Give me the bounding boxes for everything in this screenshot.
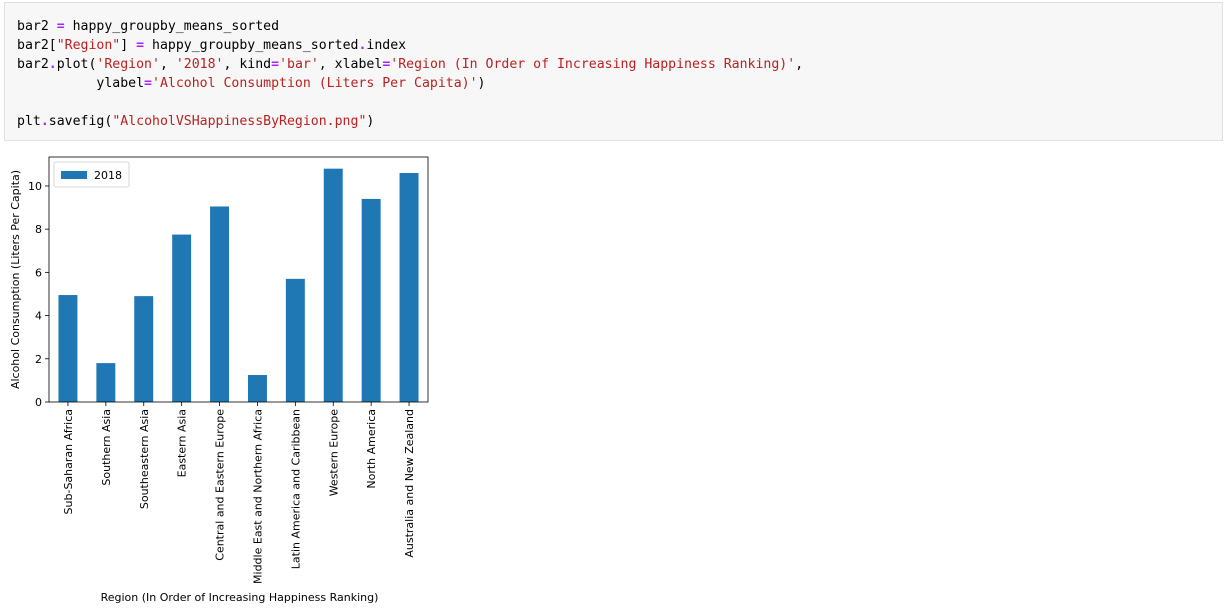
code-token: bar2	[17, 57, 49, 72]
y-tick-label: 0	[35, 396, 42, 409]
legend-label: 2018	[94, 169, 122, 182]
code-token: 'bar'	[279, 57, 319, 72]
code-token: .	[358, 38, 367, 53]
code-token: happy_groupby_means_sorted	[64, 19, 280, 34]
plot-frame	[48, 156, 429, 403]
x-tick-label: North America	[365, 409, 378, 489]
x-tick-label: Latin America and Caribbean	[289, 409, 302, 569]
code-line-1: bar2 = happy_groupby_means_sorted	[17, 17, 279, 36]
code-token: ]	[120, 38, 137, 53]
bar-5	[247, 374, 267, 402]
bar-6	[285, 278, 305, 402]
bar-8	[361, 198, 381, 402]
code-token: 'Alcohol Consumption (Liters Per Capita)…	[152, 76, 478, 91]
y-tick-label: 4	[35, 310, 42, 323]
code-token: =	[271, 57, 280, 72]
bar-7	[323, 168, 343, 402]
x-tick-label: Middle East and Northern Africa	[251, 409, 264, 584]
bar-chart: 0 2 4 6 8 10 Sub-Saharan Africa Southern Asia So…	[9, 156, 429, 604]
code-token: , xlabel	[318, 57, 383, 72]
code-token: =	[144, 76, 152, 91]
x-tick-label: Australia and New Zealand	[403, 409, 416, 558]
bar-4	[210, 206, 230, 402]
code-line-4: ylabel='Alcohol Consumption (Liters Per …	[17, 74, 485, 93]
code-token: =	[56, 19, 65, 34]
y-tick-label: 6	[35, 266, 42, 279]
code-token: plt	[17, 114, 41, 129]
y-tick-label: 2	[35, 353, 42, 366]
cell-output: 0 2 4 6 8 10 Sub-Saharan Africa Southern Asia So…	[0, 148, 440, 608]
code-token: , kind	[223, 57, 272, 72]
bar-1	[96, 363, 116, 402]
code-token: ,	[159, 57, 176, 72]
x-tick-label: Central and Eastern Europe	[214, 409, 227, 561]
y-axis-label: Alcohol Consumption (Liters Per Capita)	[9, 170, 22, 389]
y-tick-label: 8	[35, 223, 42, 236]
code-token: )	[477, 76, 486, 91]
code-token: .	[48, 57, 57, 72]
code-token: bar2[	[17, 38, 57, 53]
legend-box	[53, 161, 130, 188]
code-token: )	[366, 114, 375, 129]
code-token: =	[382, 57, 391, 72]
bar-2	[134, 296, 154, 402]
code-token: "AlcoholVSHappinessByRegion.png"	[112, 114, 367, 129]
code-token: 'Region (In Order of Increasing Happines…	[390, 57, 796, 72]
x-tick-label: Sub-Saharan Africa	[62, 409, 75, 514]
code-token: '2018'	[175, 57, 224, 72]
x-tick-label: Southern Asia	[100, 409, 113, 486]
bar-3	[172, 234, 192, 402]
x-axis-label: Region (In Order of Increasing Happiness…	[101, 591, 379, 604]
code-token: index	[366, 38, 407, 53]
code-token: savefig(	[48, 114, 113, 129]
code-token: .	[40, 114, 49, 129]
code-line-3: bar2.plot('Region', '2018', kind='bar', …	[17, 55, 803, 74]
legend-swatch	[61, 171, 87, 179]
y-tick-label: 10	[28, 180, 42, 193]
code-line-6: plt.savefig("AlcoholVSHappinessByRegion.…	[17, 112, 374, 131]
code-token: plot(	[56, 57, 97, 72]
code-token: ylabel	[17, 76, 145, 91]
x-tick-label: Western Europe	[327, 409, 340, 497]
code-token: 'Region'	[96, 57, 160, 72]
code-cell[interactable]: bar2 = happy_groupby_means_sorted bar2["…	[4, 2, 1223, 141]
bar-0	[58, 295, 78, 402]
code-token: bar2	[17, 19, 57, 34]
code-token: happy_groupby_means_sorted	[144, 38, 359, 53]
code-token: =	[136, 38, 145, 53]
bar-9	[399, 172, 419, 402]
code-line-2: bar2["Region"] = happy_groupby_means_sor…	[17, 36, 406, 55]
code-token: "Region"	[56, 38, 121, 53]
x-tick-label: Southeastern Asia	[138, 409, 151, 509]
x-tick-label: Eastern Asia	[176, 409, 189, 477]
code-token: ,	[795, 57, 804, 72]
